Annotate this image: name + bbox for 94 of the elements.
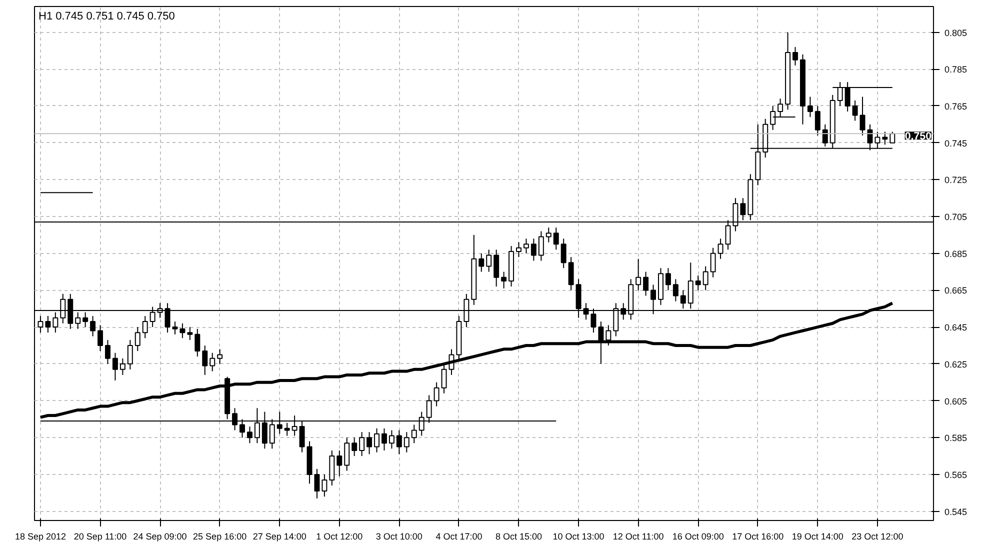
candlestick — [366, 432, 372, 455]
candlestick — [142, 316, 148, 339]
candlestick — [411, 424, 417, 444]
candlestick — [792, 46, 798, 66]
candlestick — [180, 322, 186, 339]
y-tick-label: 0.765 — [944, 101, 968, 112]
x-tick-label: 18 Sep 2012 — [14, 532, 66, 542]
y-tick-label: 0.725 — [944, 175, 968, 186]
candlestick — [210, 352, 216, 372]
candlestick — [336, 450, 342, 477]
candlestick — [702, 266, 708, 291]
candlestick — [112, 352, 118, 381]
candlestick — [404, 432, 410, 453]
candlestick — [441, 363, 447, 394]
y-tick-label: 0.745 — [944, 138, 968, 148]
candlestick — [516, 242, 522, 258]
chart-title: H1 0.745 0.751 0.745 0.750 — [38, 10, 175, 22]
candlestick — [381, 428, 387, 451]
candlestick — [636, 258, 642, 291]
candlestick — [606, 324, 612, 346]
y-tick-label: 0.685 — [944, 248, 968, 259]
x-tick-label: 10 Oct 13:00 — [552, 532, 604, 542]
candlestick — [45, 316, 51, 334]
x-tick-label: 12 Oct 11:00 — [612, 532, 664, 542]
candlestick — [322, 474, 328, 498]
candlestick — [494, 249, 500, 288]
candlestick — [478, 252, 484, 272]
candlestick — [718, 238, 724, 260]
candlestick — [38, 316, 44, 334]
candlestick — [120, 358, 126, 376]
x-tick-label: 16 Oct 09:00 — [672, 532, 724, 542]
y-tick-label: 0.705 — [944, 212, 968, 222]
candlestick — [860, 96, 866, 136]
x-tick-label: 1 Oct 12:00 — [316, 532, 363, 542]
x-tick-label: 3 Oct 10:00 — [376, 532, 422, 542]
candlestick — [187, 326, 193, 340]
y-tick-label: 0.665 — [944, 286, 968, 296]
candlestick — [546, 227, 552, 243]
candlestick — [90, 316, 96, 337]
candlestick — [98, 324, 104, 352]
x-tick-label: 19 Oct 14:00 — [792, 532, 844, 542]
candlestick — [194, 328, 200, 358]
candlestick — [344, 437, 350, 472]
y-tick-label: 0.565 — [944, 470, 968, 480]
x-tick-label: 4 Oct 17:00 — [436, 532, 482, 542]
candlestick — [352, 437, 358, 457]
candlestick — [388, 430, 394, 450]
candlestick — [523, 238, 529, 254]
candlestick — [486, 249, 492, 272]
y-tick-label: 0.645 — [944, 322, 968, 333]
x-tick-label: 24 Sep 09:00 — [133, 532, 187, 542]
candlestick — [374, 428, 380, 453]
ref-line-label: 0.750 — [904, 130, 932, 143]
candlestick — [665, 268, 671, 291]
candlestick — [127, 339, 133, 370]
x-tick-label: 17 Oct 16:00 — [732, 532, 784, 542]
x-tick-label: 23 Oct 12:00 — [852, 532, 904, 542]
candlestick — [710, 247, 716, 278]
x-tick-label: 8 Oct 15:00 — [495, 532, 542, 542]
candlestick — [246, 426, 252, 444]
candlestick — [396, 430, 402, 455]
candlestick — [359, 432, 365, 457]
y-tick-label: 0.625 — [944, 359, 968, 370]
candlestick — [202, 344, 208, 376]
candlestick — [217, 348, 223, 364]
candlestick — [852, 100, 858, 122]
y-tick-label: 0.785 — [944, 64, 968, 75]
candlestick — [598, 321, 604, 364]
candlestick — [882, 131, 888, 146]
candlestick — [695, 274, 701, 291]
candlestick — [434, 382, 440, 407]
y-tick-label: 0.545 — [944, 506, 968, 517]
candlestick — [134, 326, 140, 352]
candlestick — [314, 468, 320, 499]
candlestick — [329, 450, 335, 486]
candlestick — [172, 321, 178, 335]
candlestick — [501, 271, 507, 289]
y-tick-label: 0.805 — [944, 28, 968, 38]
candlestick — [568, 256, 574, 291]
y-tick-label: 0.585 — [944, 433, 968, 444]
candlestick — [553, 227, 559, 250]
candlestick — [890, 131, 896, 144]
candlestick — [643, 271, 649, 296]
candlestick — [814, 105, 820, 136]
x-tick-label: 25 Sep 16:00 — [193, 532, 247, 542]
candlestick — [104, 339, 110, 364]
candlestick — [538, 230, 544, 262]
candlestick — [530, 238, 536, 262]
x-tick-label: 27 Sep 14:00 — [252, 532, 306, 542]
y-tick-label: 0.605 — [944, 396, 968, 406]
candlestick — [560, 238, 566, 269]
candlestick — [672, 278, 678, 302]
candlestick — [807, 96, 813, 118]
x-tick-label: 20 Sep 11:00 — [74, 532, 127, 542]
